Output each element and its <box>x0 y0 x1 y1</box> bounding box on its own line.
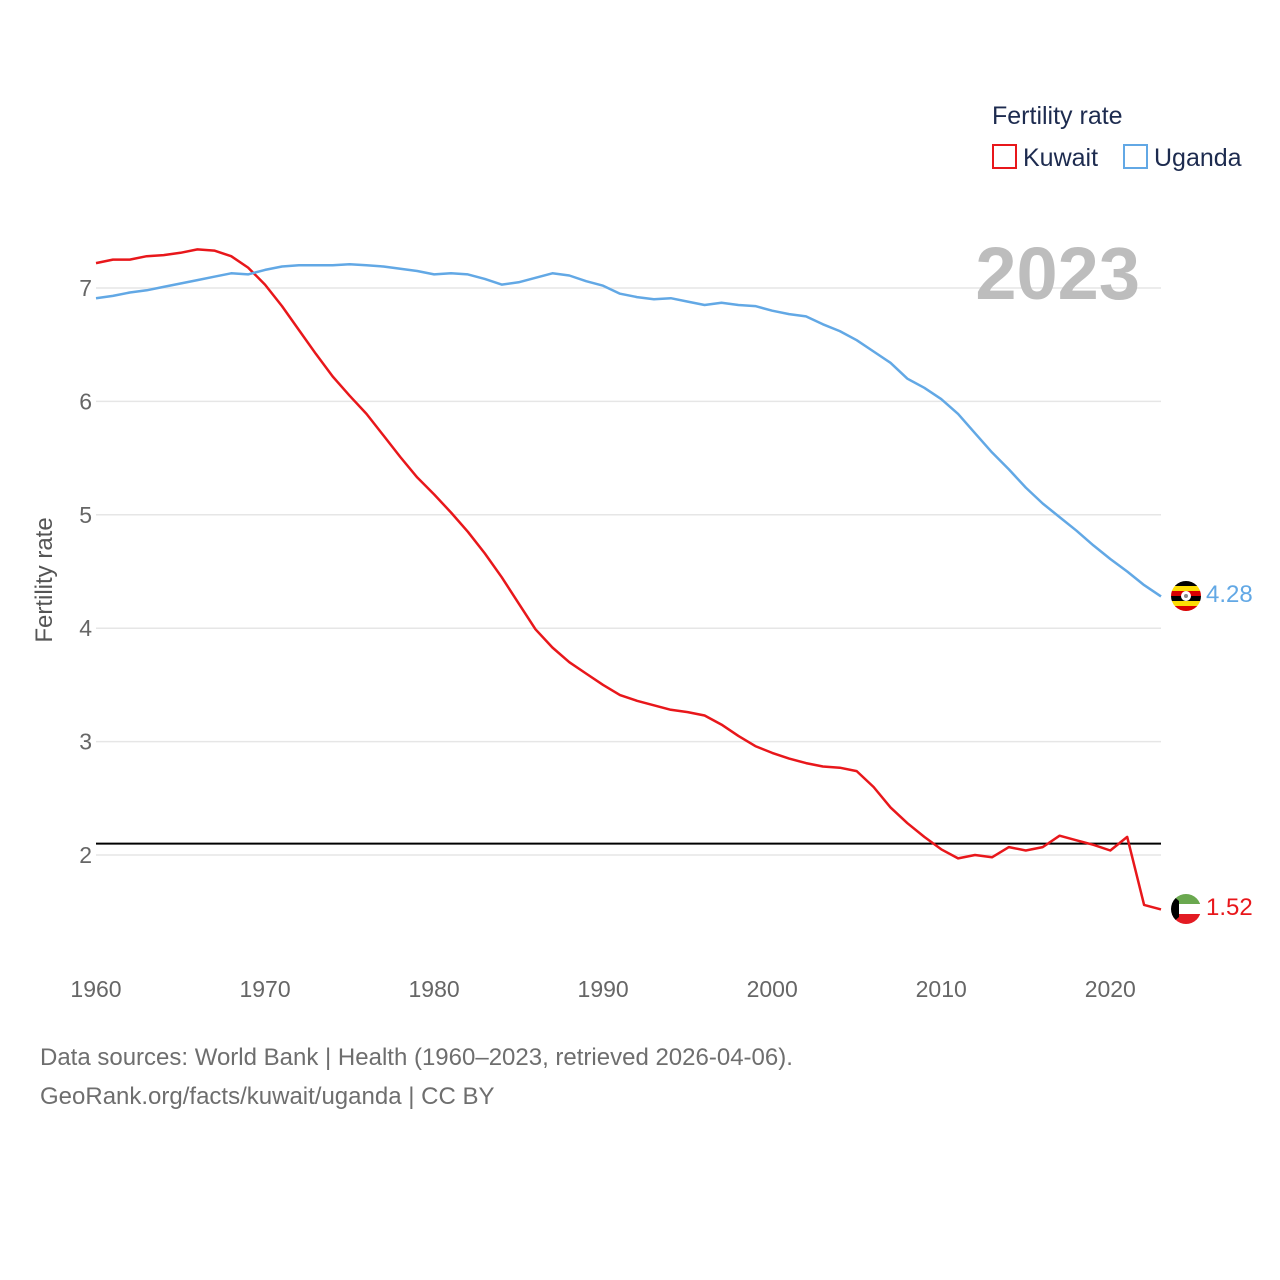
legend-title: Fertility rate <box>992 102 1123 130</box>
x-tick-label-1970: 1970 <box>239 976 290 1002</box>
y-tick-label-6: 6 <box>79 388 92 414</box>
legend-label-uganda: Uganda <box>1154 144 1242 172</box>
grid-lines <box>96 287 1161 856</box>
y-tick-label-5: 5 <box>79 502 92 528</box>
series-line-uganda <box>95 262 1162 598</box>
y-axis-ticks: 2 3 4 5 6 7 <box>79 275 92 868</box>
end-label-uganda: 4.28 <box>1206 581 1253 608</box>
series-lines <box>95 248 1162 911</box>
x-tick-label-2020: 2020 <box>1085 976 1136 1002</box>
legend: Fertility rate Kuwait Uganda <box>992 102 1242 172</box>
fertility-rate-chart: 2 3 4 5 6 7 1960 1970 1980 1990 2000 2010 2020 Fert… <box>31 102 1253 1002</box>
footer-sources: Data sources: World Bank | Health (1960–… <box>40 1044 793 1071</box>
y-tick-label-3: 3 <box>79 729 92 755</box>
x-tick-label-1990: 1990 <box>578 976 629 1002</box>
y-axis-title: Fertility rate <box>31 517 58 642</box>
y-tick-label-4: 4 <box>79 615 92 641</box>
x-tick-label-2010: 2010 <box>916 976 967 1002</box>
legend-swatch-uganda <box>1123 144 1148 169</box>
series-line-kuwait <box>95 248 1162 911</box>
footer-attribution: GeoRank.org/facts/kuwait/uganda | CC BY <box>40 1083 495 1110</box>
kuwait-flag-icon <box>1171 894 1201 924</box>
uganda-flag-icon <box>1171 581 1201 611</box>
x-tick-label-2000: 2000 <box>747 976 798 1002</box>
x-axis-ticks: 1960 1970 1980 1990 2000 2010 2020 <box>70 976 1135 1002</box>
x-tick-label-1980: 1980 <box>409 976 460 1002</box>
legend-label-kuwait: Kuwait <box>1023 144 1098 172</box>
year-label: 2023 <box>975 232 1140 315</box>
end-label-kuwait: 1.52 <box>1206 894 1253 921</box>
x-tick-label-1960: 1960 <box>70 976 121 1002</box>
y-tick-label-2: 2 <box>79 842 92 868</box>
y-tick-label-7: 7 <box>79 275 92 301</box>
legend-swatch-kuwait <box>992 144 1017 169</box>
